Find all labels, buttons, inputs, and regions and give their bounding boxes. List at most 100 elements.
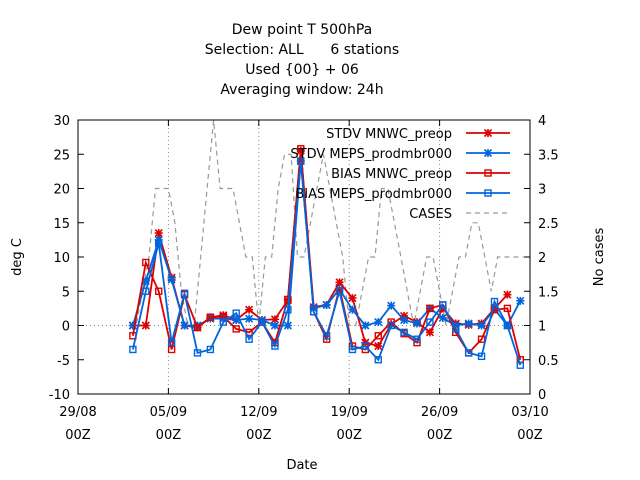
data-point [206,345,215,354]
data-point [297,145,305,153]
legend-label: BIAS MNWC_preop [331,167,452,182]
chart-title-line-2: Selection: ALL 6 stations [205,42,399,58]
y-tick-label: 10 [53,251,70,266]
y-tick-label: -10 [49,388,70,403]
data-point [309,308,318,316]
data-point [348,305,357,314]
data-point [141,276,150,286]
chart-title-line-4: Averaging window: 24h [220,82,383,98]
data-point [142,287,150,295]
y2-tick-label: 1.5 [538,285,559,300]
data-point [477,321,486,330]
series-4 [129,119,524,327]
chart-title-line-1: Dew point T 500hPa [232,22,372,38]
data-point [206,313,215,321]
axis-ticks: -10 -5 0 5 10 15 20 25 30 0 0.5 1 1.5 2 2.5 3 3.5 4 29/08 0… [49,114,559,443]
data-point [245,335,253,343]
y-axis-label: deg C [10,238,25,276]
data-point [245,314,254,323]
x-tick-sublabel: 00Z [65,428,91,443]
y-tick-label: 0 [62,320,70,335]
x-tick-sublabel: 00Z [427,428,453,443]
data-point [142,258,150,267]
series-3 [129,157,525,369]
data-point [206,314,215,323]
y2-tick-label: 4 [538,114,546,129]
data-point [374,356,382,364]
data-point [141,321,150,330]
data-point [335,278,344,287]
legend-label: STDV MNWC_preop [326,127,452,142]
data-point [348,294,357,303]
data-point [270,315,280,324]
legend: STDV MNWC_preop STDV MEPS_prodmbr000 BIAS … [290,127,510,222]
data-point [193,349,202,357]
x-tick-label: 12/09 [240,405,277,420]
data-point [516,296,525,305]
data-point [503,321,512,330]
data-point [503,304,512,313]
x-tick-label: 29/08 [59,405,96,420]
y2-tick-label: 0.5 [538,354,559,369]
legend-marker [484,169,492,177]
y2-tick-label: 3.5 [538,148,559,163]
data-point [374,318,383,327]
y2-axis-label: No cases [592,228,607,287]
y2-tick-label: 2.5 [538,217,559,232]
data-point [232,309,240,317]
y-tick-label: 5 [62,285,70,300]
data-point [464,319,473,328]
data-point [387,321,395,330]
data-point [128,321,137,330]
data-point [400,315,409,325]
x-tick-label: 19/09 [330,405,367,420]
data-point [439,301,447,309]
legend-marker [484,189,492,197]
cases-series-layer [129,119,524,327]
data-point [322,332,331,340]
legend-marker [483,148,493,158]
x-axis-label: Date [286,458,317,473]
data-point [167,275,176,284]
y-tick-label: -5 [57,354,70,369]
data-point [167,345,176,354]
data-point [219,318,227,326]
data-point [412,319,422,328]
x-tick-sublabel: 00Z [517,428,543,443]
data-point [400,311,409,320]
data-point [232,325,240,333]
y-tick-label: 15 [53,217,70,232]
x-tick-label: 05/09 [150,405,187,420]
chart-title-line-3: Used {00} + 06 [245,62,359,78]
data-point [413,335,421,343]
y-tick-label: 25 [53,148,70,163]
series-line [132,161,522,366]
legend-label: CASES [409,207,452,222]
data-point [490,306,499,314]
data-point [387,301,396,310]
series-layer [128,145,525,369]
data-point [348,345,357,354]
data-point [490,297,499,306]
series-line [132,148,522,361]
x-tick-label: 26/09 [421,405,458,420]
data-point [258,318,266,326]
data-point [297,157,305,165]
x-tick-sublabel: 00Z [246,428,272,443]
legend-label: BIAS MEPS_prodmbr000 [295,187,452,202]
data-point [477,335,486,343]
data-point [335,287,344,295]
data-point [361,342,370,350]
data-point [425,328,434,337]
y2-tick-label: 2 [538,251,546,266]
data-point [374,341,383,351]
data-point [452,325,460,333]
data-point [503,290,512,299]
data-point [232,315,241,325]
data-point [154,228,163,238]
data-point [283,321,292,330]
data-point [426,304,434,313]
data-point [426,318,434,326]
series-line [129,119,524,327]
